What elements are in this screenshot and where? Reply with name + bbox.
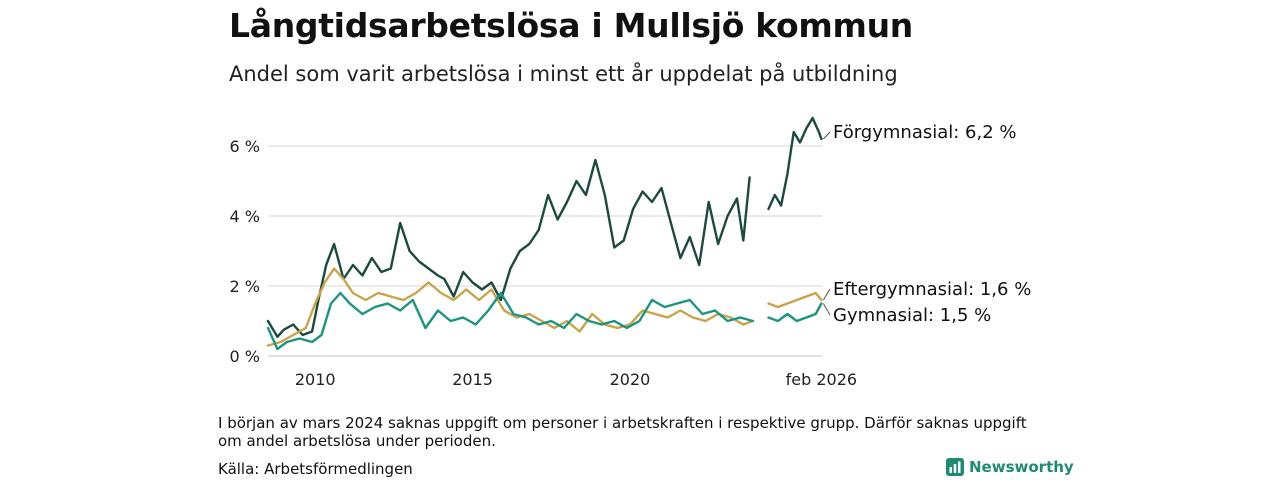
source-text: Källa: Arbetsförmedlingen bbox=[218, 460, 413, 478]
line-chart: 0 % 2 % 4 % 6 % 2010 2015 2020 feb 2026 Förgym… bbox=[230, 116, 1031, 389]
series-line-gymnasial bbox=[266, 291, 823, 351]
label-connector bbox=[822, 303, 831, 316]
series-end-label-förgymnasial: Förgymnasial: 6,2 % bbox=[833, 122, 1017, 143]
x-tick-label: feb 2026 bbox=[786, 370, 857, 389]
series-line-eftergymnasial bbox=[266, 267, 823, 347]
label-connector bbox=[823, 131, 831, 140]
label-connector bbox=[822, 288, 831, 301]
series-lines bbox=[266, 116, 823, 351]
y-tick-label: 6 % bbox=[230, 137, 260, 156]
x-tick-label: 2015 bbox=[452, 370, 493, 389]
bar-chart-icon bbox=[946, 458, 964, 476]
y-tick-label: 2 % bbox=[230, 277, 260, 296]
chart-subtitle: Andel som varit arbetslösa i minst ett å… bbox=[229, 62, 898, 86]
gridlines bbox=[268, 145, 822, 357]
series-end-labels: Förgymnasial: 6,2 % Eftergymnasial: 1,6 %… bbox=[822, 122, 1031, 326]
series-end-label-gymnasial: Gymnasial: 1,5 % bbox=[833, 305, 991, 326]
y-tick-label: 4 % bbox=[230, 207, 260, 226]
x-tick-label: 2020 bbox=[610, 370, 651, 389]
x-axis-ticks: 2010 2015 2020 feb 2026 bbox=[295, 370, 857, 389]
y-tick-label: 0 % bbox=[230, 347, 260, 366]
chart-title: Långtidsarbetslösa i Mullsjö kommun bbox=[229, 6, 913, 45]
y-axis-ticks: 0 % 2 % 4 % 6 % bbox=[230, 137, 260, 366]
newsworthy-logo[interactable]: Newsworthy bbox=[946, 458, 1074, 476]
series-end-label-eftergymnasial: Eftergymnasial: 1,6 % bbox=[833, 279, 1031, 300]
brand-name: Newsworthy bbox=[969, 458, 1074, 476]
series-line-förgymnasial bbox=[266, 116, 823, 338]
footnote: I början av mars 2024 saknas uppgift om … bbox=[218, 414, 1027, 450]
x-tick-label: 2010 bbox=[295, 370, 336, 389]
